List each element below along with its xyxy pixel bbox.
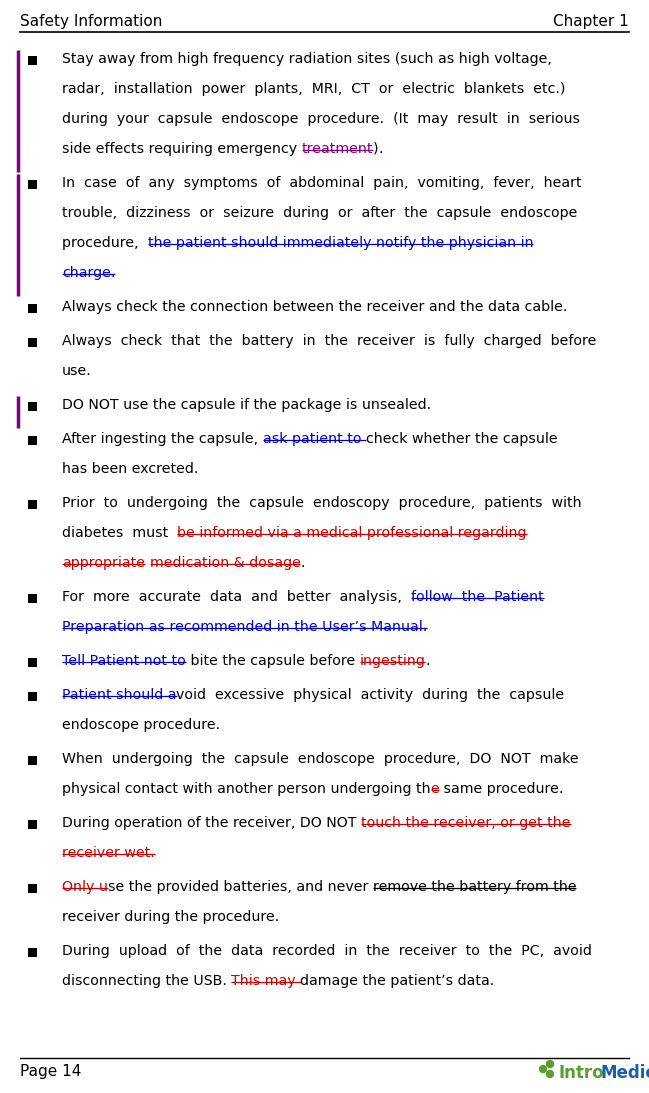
Bar — [28, 338, 37, 346]
Text: DO NOT use the capsule if the package is unsealed.: DO NOT use the capsule if the package is… — [62, 398, 431, 412]
Text: For  more  accurate  data  and  better  analysis,: For more accurate data and better analys… — [62, 590, 411, 604]
Text: treatment: treatment — [302, 142, 373, 156]
Bar — [28, 500, 37, 509]
Text: .: . — [378, 142, 383, 156]
Text: .: . — [300, 556, 305, 571]
Text: use.: use. — [62, 364, 92, 378]
Text: receiver during the procedure.: receiver during the procedure. — [62, 910, 279, 924]
Text: Medic: Medic — [600, 1063, 649, 1082]
Text: Stay away from high frequency radiation sites (such as high voltage,: Stay away from high frequency radiation … — [62, 52, 552, 66]
Text: This may: This may — [232, 974, 300, 988]
Text: be informed via a medical professional regarding: be informed via a medical professional r… — [177, 526, 527, 540]
Bar — [28, 56, 37, 64]
Text: ingesting: ingesting — [360, 654, 425, 668]
Text: During operation of the receiver, DO NOT: During operation of the receiver, DO NOT — [62, 816, 361, 830]
Text: Always  check  that  the  battery  in  the  receiver  is  fully  charged  before: Always check that the battery in the rec… — [62, 334, 596, 348]
Text: In  case  of  any  symptoms  of  abdominal  pain,  vomiting,  fever,  heart: In case of any symptoms of abdominal pai… — [62, 176, 582, 190]
Bar — [28, 658, 37, 667]
Bar — [28, 948, 37, 957]
Text: .: . — [425, 654, 430, 668]
Text: se the provided batteries, and never: se the provided batteries, and never — [108, 880, 373, 894]
Text: Always check the connection between the receiver and the data cable.: Always check the connection between the … — [62, 299, 567, 314]
Text: Safety Information: Safety Information — [20, 14, 162, 30]
Text: the patient should immediately notify the physician in: the patient should immediately notify th… — [147, 236, 533, 250]
Text: ): ) — [373, 142, 378, 156]
Bar — [28, 692, 37, 701]
Text: Tell Patient not to: Tell Patient not to — [62, 654, 186, 668]
Circle shape — [546, 1060, 554, 1068]
Bar — [28, 756, 37, 765]
Text: Only u: Only u — [62, 880, 108, 894]
Bar — [28, 402, 37, 411]
Text: During  upload  of  the  data  recorded  in  the  receiver  to  the  PC,  avoid: During upload of the data recorded in th… — [62, 944, 592, 957]
Text: Prior  to  undergoing  the  capsule  endoscopy  procedure,  patients  with: Prior to undergoing the capsule endoscop… — [62, 496, 582, 510]
Circle shape — [546, 1070, 554, 1078]
Text: Chapter 1: Chapter 1 — [553, 14, 629, 30]
Bar — [28, 820, 37, 828]
Text: medication & dosage: medication & dosage — [149, 556, 300, 571]
Text: endoscope procedure.: endoscope procedure. — [62, 718, 220, 732]
Bar — [28, 304, 37, 313]
Text: has been excreted.: has been excreted. — [62, 462, 199, 475]
Bar — [28, 884, 37, 893]
Text: When  undergoing  the  capsule  endoscope  procedure,  DO  NOT  make: When undergoing the capsule endoscope pr… — [62, 752, 579, 766]
Text: Intro: Intro — [558, 1063, 604, 1082]
Text: receiver wet.: receiver wet. — [62, 846, 154, 860]
Text: same procedure.: same procedure. — [439, 781, 564, 796]
Text: trouble,  dizziness  or  seizure  during  or  after  the  capsule  endoscope: trouble, dizziness or seizure during or … — [62, 205, 578, 220]
Text: Preparation as recommended in the User’s Manual.: Preparation as recommended in the User’s… — [62, 620, 427, 634]
Text: touch the receiver, or get the: touch the receiver, or get the — [361, 816, 570, 830]
Text: disconnecting the USB.: disconnecting the USB. — [62, 974, 232, 988]
Text: check whether the capsule: check whether the capsule — [365, 432, 557, 446]
Text: Page 14: Page 14 — [20, 1063, 81, 1079]
Text: radar,  installation  power  plants,  MRI,  CT  or  electric  blankets  etc.): radar, installation power plants, MRI, C… — [62, 82, 565, 96]
Text: physical contact with another person undergoing th: physical contact with another person und… — [62, 781, 431, 796]
Bar — [28, 593, 37, 603]
Text: After ingesting the capsule,: After ingesting the capsule, — [62, 432, 263, 446]
Text: follow  the  Patient: follow the Patient — [411, 590, 544, 604]
Circle shape — [539, 1066, 546, 1072]
Text: bite the capsule before: bite the capsule before — [186, 654, 360, 668]
Text: Patient should a: Patient should a — [62, 687, 177, 702]
Text: damage the patient’s data.: damage the patient’s data. — [300, 974, 495, 988]
Text: appropriate: appropriate — [62, 556, 145, 571]
Text: during  your  capsule  endoscope  procedure.  (It  may  result  in  serious: during your capsule endoscope procedure.… — [62, 111, 580, 126]
Text: charge.: charge. — [62, 266, 116, 280]
Text: side effects requiring emergency: side effects requiring emergency — [62, 142, 302, 156]
Text: ask patient to: ask patient to — [263, 432, 365, 446]
Text: diabetes  must: diabetes must — [62, 526, 177, 540]
Text: remove the battery from the: remove the battery from the — [373, 880, 576, 894]
Bar — [28, 436, 37, 445]
Text: e: e — [431, 781, 439, 796]
Bar — [28, 180, 37, 189]
Text: procedure,: procedure, — [62, 236, 147, 250]
Text: void  excessive  physical  activity  during  the  capsule: void excessive physical activity during … — [177, 687, 565, 702]
